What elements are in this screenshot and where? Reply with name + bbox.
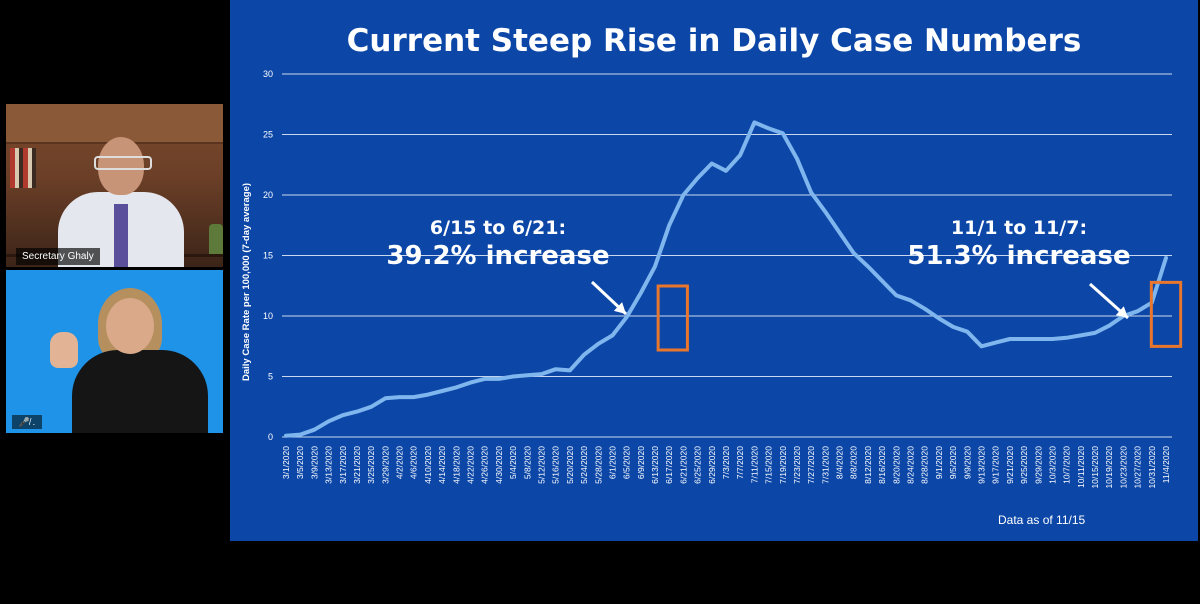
y-tick-label: 0	[268, 432, 273, 442]
x-tick-label: 4/30/2020	[494, 446, 504, 484]
x-tick-label: 9/29/2020	[1033, 446, 1043, 484]
y-tick-label: 25	[263, 130, 273, 140]
x-tick-label: 6/21/2020	[678, 446, 688, 484]
x-tick-label: 8/8/2020	[849, 446, 859, 479]
speaker-glasses	[94, 156, 152, 170]
x-tick-label: 3/9/2020	[309, 446, 319, 479]
x-tick-label: 8/12/2020	[863, 446, 873, 484]
x-tick-label: 8/24/2020	[906, 446, 916, 484]
x-tick-label: 3/13/2020	[324, 446, 334, 484]
x-tick-label: 3/17/2020	[338, 446, 348, 484]
y-axis-label: Daily Case Rate per 100,000 (7-day avera…	[241, 183, 252, 381]
x-tick-label: 4/14/2020	[437, 446, 447, 484]
x-tick-label: 10/19/2020	[1104, 446, 1114, 489]
x-tick-label: 5/8/2020	[522, 446, 532, 479]
november-annotation-range: 11/1 to 11/7:	[950, 217, 1088, 239]
background-books	[10, 148, 36, 188]
x-tick-label: 9/21/2020	[1005, 446, 1015, 484]
annotation-arrowhead	[1115, 306, 1128, 318]
speaker-head	[98, 137, 144, 195]
x-tick-label: 5/4/2020	[508, 446, 518, 479]
x-tick-label: 6/25/2020	[693, 446, 703, 484]
x-tick-label: 10/3/2020	[1047, 446, 1057, 484]
x-tick-label: 8/4/2020	[835, 446, 845, 479]
x-tick-label: 5/28/2020	[593, 446, 603, 484]
x-tick-label: 5/24/2020	[579, 446, 589, 484]
x-tick-label: 7/7/2020	[735, 446, 745, 479]
x-tick-label: 9/25/2020	[1019, 446, 1029, 484]
slide-title: Current Steep Rise in Daily Case Numbers	[346, 23, 1082, 59]
x-tick-label: 5/16/2020	[551, 446, 561, 484]
x-tick-label: 5/20/2020	[565, 446, 575, 484]
x-tick-label: 6/9/2020	[636, 446, 646, 479]
speaker-name-tag: Secretary Ghaly	[16, 248, 100, 265]
shared-slide: Current Steep Rise in Daily Case Numbers…	[230, 0, 1198, 541]
y-tick-label: 30	[263, 69, 273, 79]
x-tick-label: 6/13/2020	[650, 446, 660, 484]
case-rate-line	[284, 120, 1168, 438]
x-tick-label: 8/16/2020	[877, 446, 887, 484]
interpreter-video-tile[interactable]: 🎤̸ .	[6, 270, 223, 433]
x-tick-label: 4/2/2020	[395, 446, 405, 479]
x-tick-label: 6/5/2020	[622, 446, 632, 479]
x-tick-label: 4/26/2020	[480, 446, 490, 484]
background-plant	[209, 224, 223, 254]
x-tick-label: 10/7/2020	[1062, 446, 1072, 484]
speaker-video-tile[interactable]: Secretary Ghaly	[6, 104, 223, 267]
data-date-note: Data as of 11/15	[998, 513, 1086, 527]
x-tick-label: 6/29/2020	[707, 446, 717, 484]
x-tick-label: 8/20/2020	[891, 446, 901, 484]
x-tick-label: 3/21/2020	[352, 446, 362, 484]
x-tick-label: 3/29/2020	[380, 446, 390, 484]
daily-case-chart: 0 5 10 15 20 25 30 3/1/2020 3/5/2020 3/9/2020 3/1…	[241, 69, 1183, 489]
x-tick-label: 8/28/2020	[920, 446, 930, 484]
x-tick-label: 7/31/2020	[820, 446, 830, 484]
x-tick-label: 3/25/2020	[366, 446, 376, 484]
x-tick-label: 7/11/2020	[749, 446, 759, 483]
june-annotation-change: 39.2% increase	[386, 241, 610, 271]
june-annotation-range: 6/15 to 6/21:	[429, 217, 567, 239]
x-tick-label: 10/27/2020	[1133, 446, 1143, 489]
november-annotation-change: 51.3% increase	[907, 241, 1131, 271]
highlight-box	[656, 284, 689, 352]
x-tick-label: 10/11/2020	[1076, 446, 1086, 488]
x-tick-label: 9/9/2020	[962, 446, 972, 479]
x-tick-label: 7/15/2020	[764, 446, 774, 484]
x-tick-label: 9/1/2020	[934, 446, 944, 479]
muted-mic-icon: 🎤̸ .	[12, 415, 42, 429]
x-tick-label: 3/1/2020	[281, 446, 291, 479]
y-tick-label: 20	[263, 190, 273, 200]
x-tick-label: 10/15/2020	[1090, 446, 1100, 489]
x-tick-label: 11/4/2020	[1161, 446, 1171, 483]
x-tick-label: 7/27/2020	[806, 446, 816, 484]
interpreter-body	[72, 350, 208, 433]
annotation-arrowhead	[613, 302, 626, 314]
x-tick-label: 6/1/2020	[607, 446, 617, 479]
x-tick-label: 5/12/2020	[536, 446, 546, 484]
november-annotation: 11/1 to 11/7: 51.3% increase	[894, 217, 1144, 271]
interpreter-hand	[50, 332, 78, 368]
x-tick-label: 7/3/2020	[721, 446, 731, 479]
x-tick-label: 4/6/2020	[409, 446, 419, 479]
highlight-box	[1149, 280, 1183, 348]
x-tick-label: 9/13/2020	[976, 446, 986, 484]
x-tick-label: 9/17/2020	[991, 446, 1001, 484]
x-tick-label: 4/10/2020	[423, 446, 433, 484]
x-tick-label: 7/23/2020	[792, 446, 802, 484]
x-tick-label: 10/31/2020	[1147, 446, 1157, 489]
speaker-tie	[114, 204, 128, 267]
x-tick-label: 6/17/2020	[664, 446, 674, 484]
x-tick-label: 3/5/2020	[295, 446, 305, 479]
interpreter-head	[106, 298, 154, 354]
y-tick-label: 10	[263, 311, 273, 321]
y-tick-label: 5	[268, 372, 273, 382]
x-tick-label: 4/22/2020	[466, 446, 476, 484]
june-annotation: 6/15 to 6/21: 39.2% increase	[378, 217, 618, 271]
x-tick-label: 4/18/2020	[451, 446, 461, 484]
x-tick-label: 7/19/2020	[778, 446, 788, 484]
x-tick-label: 10/23/2020	[1118, 446, 1128, 489]
x-tick-label: 9/5/2020	[948, 446, 958, 479]
y-tick-label: 15	[263, 251, 273, 261]
